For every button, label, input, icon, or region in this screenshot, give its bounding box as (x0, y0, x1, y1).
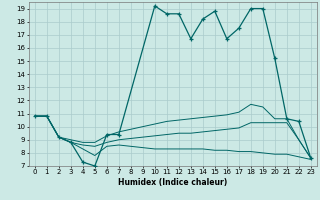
X-axis label: Humidex (Indice chaleur): Humidex (Indice chaleur) (118, 178, 228, 187)
